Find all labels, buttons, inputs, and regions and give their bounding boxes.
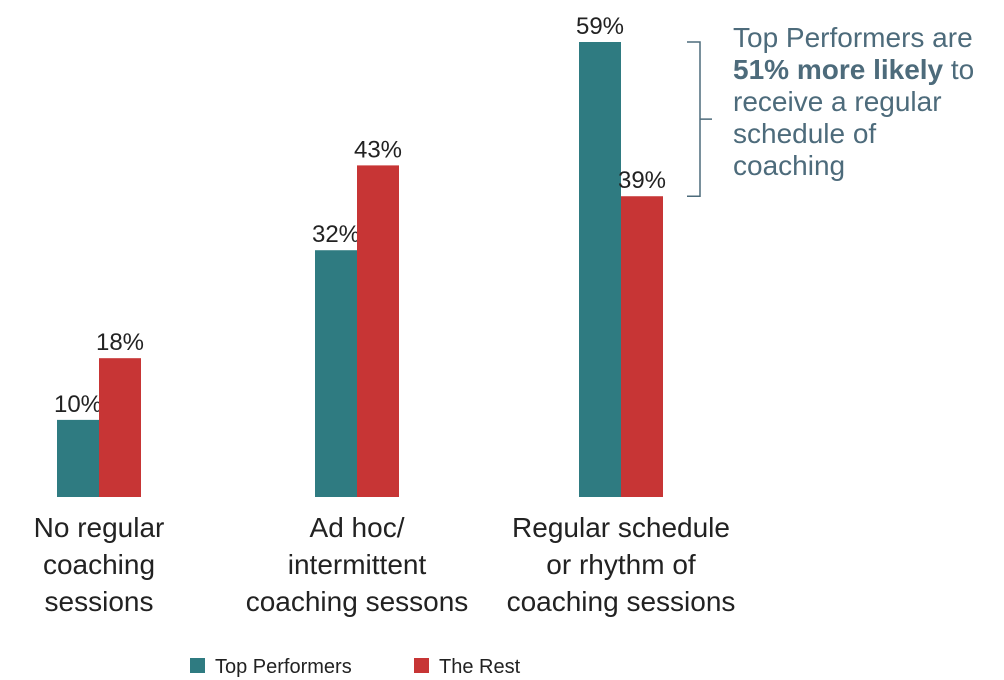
bar <box>57 419 99 497</box>
annotation-part: to receive a regular schedule of coachin… <box>733 54 975 181</box>
legend-swatch <box>190 658 205 673</box>
category-label: Regular schedule or rhythm of coaching ses… <box>507 512 736 617</box>
annotation-part: Top Performers are <box>733 22 973 53</box>
bracket <box>687 41 712 197</box>
bar <box>315 250 357 497</box>
value-label: 43% <box>354 136 402 163</box>
legend-swatch <box>414 658 429 673</box>
annotation: Top Performers are 51% more likely to re… <box>733 22 995 182</box>
bar <box>621 196 663 497</box>
category-label: Ad hoc/intermittent coaching sessons <box>246 512 469 617</box>
value-label: 39% <box>618 167 666 194</box>
annotation-emphasis: 51% more likely <box>733 54 944 85</box>
bar <box>579 42 621 497</box>
annotation-text: Top Performers are 51% more likely to re… <box>733 22 995 182</box>
bar <box>99 358 141 497</box>
legend-label: Top Performers <box>215 656 352 678</box>
value-label: 59% <box>576 13 624 40</box>
bar <box>357 165 399 497</box>
legend-label: The Rest <box>439 656 521 678</box>
value-label: 32% <box>312 221 360 248</box>
category-label: No regular coaching sessions <box>34 512 165 617</box>
value-label: 18% <box>96 329 144 356</box>
value-label: 10% <box>54 391 102 418</box>
